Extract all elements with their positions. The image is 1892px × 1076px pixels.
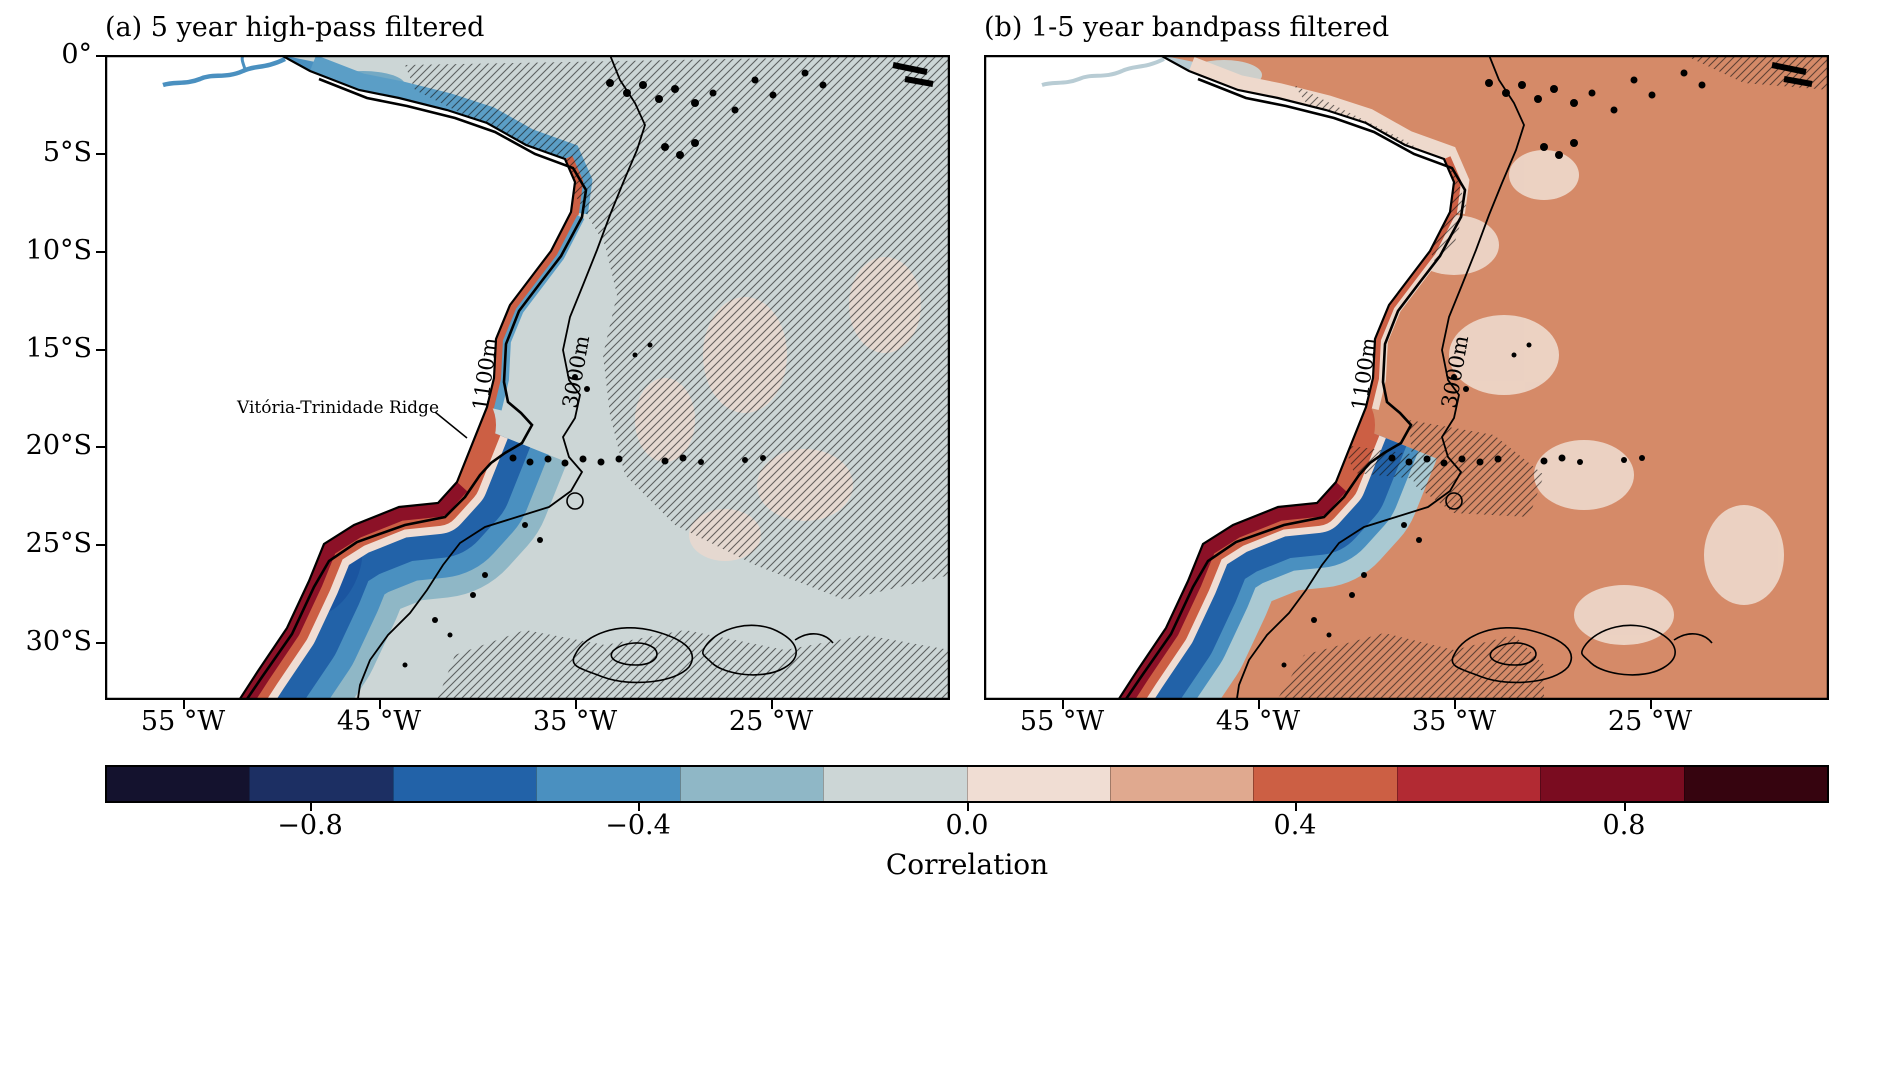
colorbar-tick-label: −0.8 (277, 810, 343, 841)
lon-tick-label: 45 °W (1215, 706, 1301, 737)
rio-grande-rise-contours (566, 492, 834, 684)
lon-tick-label: 55 °W (1019, 706, 1105, 737)
coastline (1116, 55, 1456, 700)
axis-tick (575, 700, 577, 709)
lat-tick-label: 10°S (25, 235, 92, 266)
colorbar-tick-label: 0.8 (1602, 810, 1646, 841)
colorbar-tick (310, 803, 312, 811)
colorbar-segment (679, 767, 824, 801)
colorbar-segment (1396, 767, 1541, 801)
lon-tick-label: 25 °W (1607, 706, 1693, 737)
lon-tick-label: 55 °W (140, 706, 226, 737)
lat-tick-label: 15°S (25, 333, 92, 364)
amazon-river (1041, 57, 1165, 87)
colorbar-segments (107, 767, 1828, 801)
hatch-regions (405, 55, 950, 700)
colorbar-segment (1253, 767, 1397, 801)
land-south-america (984, 55, 1454, 700)
colorbar-segment (107, 767, 250, 801)
colorbar-segment (1540, 767, 1684, 801)
lon-tick-label: 25 °W (728, 706, 814, 737)
land-south-america (105, 55, 575, 700)
colorbar-segment (536, 767, 680, 801)
lon-tick-label: 35 °W (532, 706, 618, 737)
axis-tick (1454, 700, 1456, 709)
colorbar-segment (249, 767, 393, 801)
axis-tick (96, 349, 105, 351)
colorbar-segment (1683, 767, 1828, 801)
axis-tick (1062, 700, 1064, 709)
colorbar-tick (967, 803, 969, 811)
rio-grande-rise-contours (1445, 492, 1713, 684)
lat-tick-label: 30°S (25, 626, 92, 657)
lon-tick-label: 45 °W (336, 706, 422, 737)
lon-tick-label: 35 °W (1411, 706, 1497, 737)
axis-tick (771, 700, 773, 709)
axis-tick (183, 700, 185, 709)
panel-b-title: (b) 1-5 year bandpass filtered (984, 12, 1390, 43)
annotation-vitoria-trinidade: Vitória-Trinidade Ridge (236, 398, 439, 418)
colorbar-tick-label: 0.0 (945, 810, 989, 841)
colorbar-segment (823, 767, 967, 801)
colorbar-segment (1109, 767, 1254, 801)
contour-3000m (356, 55, 646, 700)
axis-tick (96, 55, 105, 57)
axis-tick (1650, 700, 1652, 709)
axis-tick (379, 700, 381, 709)
panel-b-frame (984, 55, 1829, 700)
colorbar-tick-label: −0.4 (605, 810, 671, 841)
lat-tick-label: 0° (61, 39, 92, 70)
colorbar-segment (392, 767, 537, 801)
lat-tick-label: 25°S (25, 528, 92, 559)
panel-a-title: (a) 5 year high-pass filtered (105, 12, 485, 43)
seamount-dots (402, 62, 934, 668)
colorbar (105, 765, 1829, 803)
axis-tick (96, 153, 105, 155)
contour-1100m (1123, 77, 1467, 700)
colorbar-segment (966, 767, 1110, 801)
contour-1100m (244, 77, 588, 700)
axis-tick (96, 544, 105, 546)
lat-tick-label: 5°S (42, 137, 92, 168)
panel-a-map: 1100m 3000m Vitória-Trinidade Ridge (105, 55, 950, 700)
axis-tick (96, 642, 105, 644)
annotation-leader-line (434, 411, 468, 439)
lat-tick-label: 20°S (25, 430, 92, 461)
contour-3000m (1235, 55, 1525, 700)
colorbar-tick (638, 803, 640, 811)
axis-tick (96, 251, 105, 253)
colorbar-tick (1295, 803, 1297, 811)
colorbar-tick (1624, 803, 1626, 811)
panel-b-map: 1100m 3000m (984, 55, 1829, 700)
colorbar-label: Correlation (885, 848, 1049, 881)
axis-tick (96, 446, 105, 448)
seamount-dots (1281, 62, 1813, 668)
coastline (237, 55, 577, 700)
colorbar-tick-label: 0.4 (1273, 810, 1317, 841)
axis-tick (1258, 700, 1260, 709)
panel-a-frame (105, 55, 950, 700)
